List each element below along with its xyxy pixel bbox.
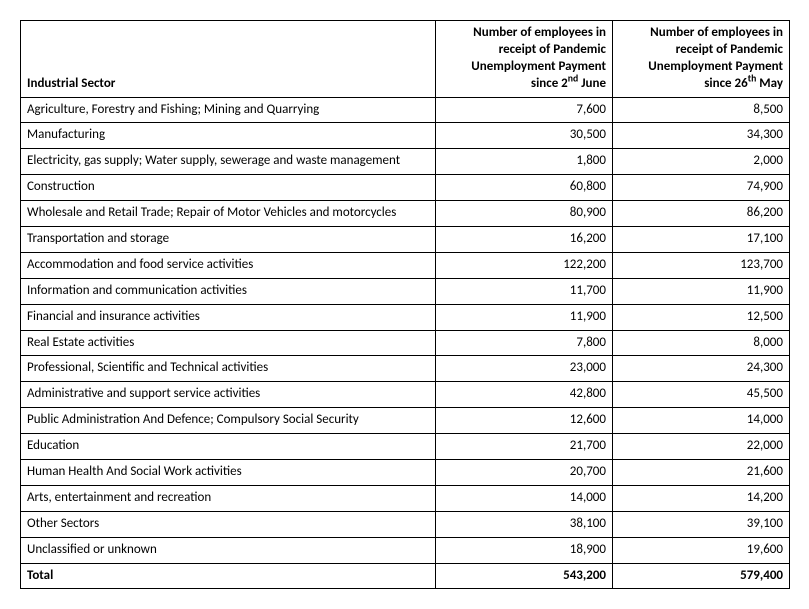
sector-cell: Human Health And Social Work activities [21, 460, 436, 486]
sector-cell: Construction [21, 175, 436, 201]
table-row: Unclassified or unknown18,90019,600 [21, 537, 790, 563]
table-header-row: Industrial Sector Number of employees in… [21, 21, 790, 98]
value-col2: 14,200 [613, 485, 790, 511]
value-col1: 60,800 [436, 175, 613, 201]
value-col1: 38,100 [436, 511, 613, 537]
sector-cell: Other Sectors [21, 511, 436, 537]
table-row: Administrative and support service activ… [21, 382, 790, 408]
value-col1: 11,700 [436, 278, 613, 304]
value-col1: 18,900 [436, 537, 613, 563]
sector-cell: Professional, Scientific and Technical a… [21, 356, 436, 382]
sector-cell: Electricity, gas supply; Water supply, s… [21, 149, 436, 175]
value-col2: 17,100 [613, 227, 790, 253]
value-col1: 20,700 [436, 460, 613, 486]
value-col1: 7,600 [436, 97, 613, 123]
table-row: Professional, Scientific and Technical a… [21, 356, 790, 382]
value-col1: 1,800 [436, 149, 613, 175]
table-row: Arts, entertainment and recreation14,000… [21, 485, 790, 511]
table-row: Human Health And Social Work activities2… [21, 460, 790, 486]
table-row: Real Estate activities7,8008,000 [21, 330, 790, 356]
value-col1: 30,500 [436, 123, 613, 149]
value-col1: 80,900 [436, 201, 613, 227]
table-row: Construction60,80074,900 [21, 175, 790, 201]
value-col2: 12,500 [613, 304, 790, 330]
table-row: Other Sectors38,10039,100 [21, 511, 790, 537]
table-row: Financial and insurance activities11,900… [21, 304, 790, 330]
value-col1: 16,200 [436, 227, 613, 253]
value-col2: 2,000 [613, 149, 790, 175]
value-col2: 39,100 [613, 511, 790, 537]
table-row: Information and communication activities… [21, 278, 790, 304]
value-col2: 14,000 [613, 408, 790, 434]
total-label: Total [21, 563, 436, 589]
sector-cell: Agriculture, Forestry and Fishing; Minin… [21, 97, 436, 123]
value-col1: 21,700 [436, 434, 613, 460]
col-header-may: Number of employees in receipt of Pandem… [613, 21, 790, 98]
sector-cell: Arts, entertainment and recreation [21, 485, 436, 511]
table-row: Education21,70022,000 [21, 434, 790, 460]
value-col2: 34,300 [613, 123, 790, 149]
value-col1: 42,800 [436, 382, 613, 408]
unemployment-payment-table: Industrial Sector Number of employees in… [20, 20, 790, 589]
value-col2: 19,600 [613, 537, 790, 563]
value-col2: 22,000 [613, 434, 790, 460]
value-col2: 123,700 [613, 252, 790, 278]
value-col1: 23,000 [436, 356, 613, 382]
table-total-row: Total 543,200 579,400 [21, 563, 790, 589]
sector-cell: Financial and insurance activities [21, 304, 436, 330]
table-row: Transportation and storage16,20017,100 [21, 227, 790, 253]
value-col2: 8,500 [613, 97, 790, 123]
sector-cell: Transportation and storage [21, 227, 436, 253]
sector-cell: Information and communication activities [21, 278, 436, 304]
value-col2: 45,500 [613, 382, 790, 408]
table-row: Accommodation and food service activitie… [21, 252, 790, 278]
value-col1: 12,600 [436, 408, 613, 434]
sector-cell: Accommodation and food service activitie… [21, 252, 436, 278]
value-col2: 11,900 [613, 278, 790, 304]
value-col2: 74,900 [613, 175, 790, 201]
col-header-sector: Industrial Sector [21, 21, 436, 98]
sector-cell: Public Administration And Defence; Compu… [21, 408, 436, 434]
value-col2: 86,200 [613, 201, 790, 227]
table-row: Manufacturing30,50034,300 [21, 123, 790, 149]
sector-cell: Manufacturing [21, 123, 436, 149]
table-row: Public Administration And Defence; Compu… [21, 408, 790, 434]
sector-cell: Wholesale and Retail Trade; Repair of Mo… [21, 201, 436, 227]
table-row: Electricity, gas supply; Water supply, s… [21, 149, 790, 175]
total-col1: 543,200 [436, 563, 613, 589]
table-row: Agriculture, Forestry and Fishing; Minin… [21, 97, 790, 123]
sector-cell: Real Estate activities [21, 330, 436, 356]
total-col2: 579,400 [613, 563, 790, 589]
value-col2: 24,300 [613, 356, 790, 382]
value-col1: 14,000 [436, 485, 613, 511]
sector-cell: Education [21, 434, 436, 460]
sector-cell: Administrative and support service activ… [21, 382, 436, 408]
value-col1: 7,800 [436, 330, 613, 356]
value-col1: 11,900 [436, 304, 613, 330]
value-col1: 122,200 [436, 252, 613, 278]
table-row: Wholesale and Retail Trade; Repair of Mo… [21, 201, 790, 227]
value-col2: 21,600 [613, 460, 790, 486]
sector-cell: Unclassified or unknown [21, 537, 436, 563]
value-col2: 8,000 [613, 330, 790, 356]
col-header-june: Number of employees in receipt of Pandem… [436, 21, 613, 98]
